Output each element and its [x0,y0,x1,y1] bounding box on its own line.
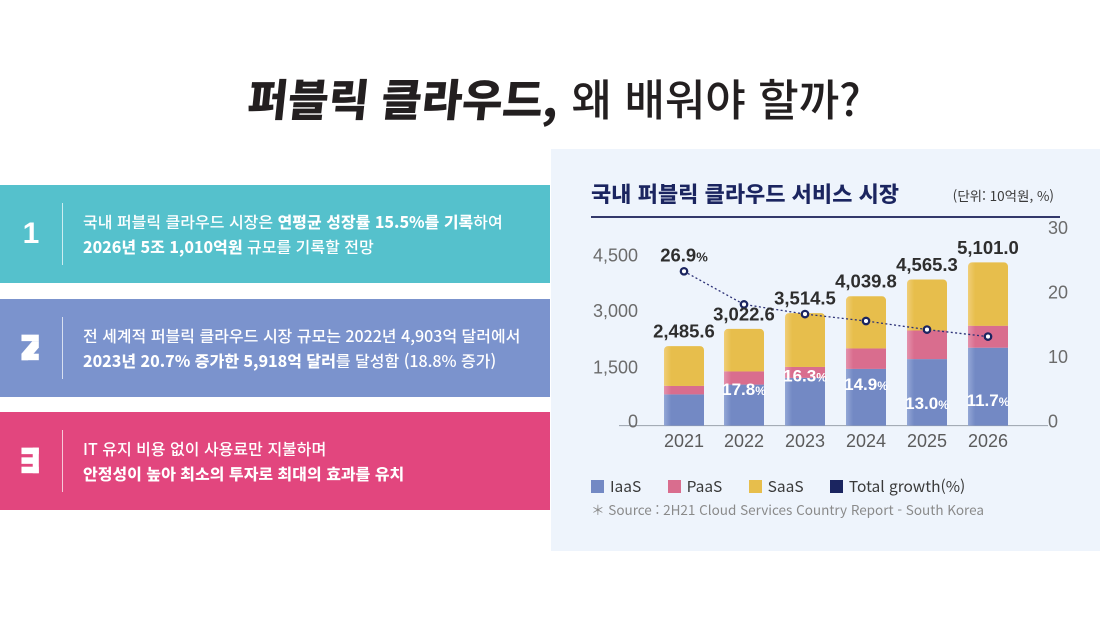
svg-text:2,485.6: 2,485.6 [653,321,715,342]
svg-text:30: 30 [1048,218,1068,238]
svg-text:3,022.6: 3,022.6 [713,303,775,324]
svg-text:2024: 2024 [846,431,886,451]
svg-text:26.9%: 26.9% [660,245,708,266]
svg-text:2021: 2021 [664,431,704,451]
svg-text:4,039.8: 4,039.8 [835,271,897,292]
svg-text:2025: 2025 [907,431,947,451]
svg-text:5,101.0: 5,101.0 [957,237,1019,258]
svg-text:4,565.3: 4,565.3 [896,254,958,275]
svg-text:4,500: 4,500 [593,246,638,266]
svg-text:3,000: 3,000 [593,301,638,321]
svg-text:10: 10 [1048,347,1068,367]
svg-text:1,500: 1,500 [593,358,638,378]
svg-text:20: 20 [1048,283,1068,303]
svg-text:0: 0 [1048,412,1058,432]
svg-text:2022: 2022 [724,431,764,451]
svg-text:2023: 2023 [785,431,825,451]
svg-text:3,514.5: 3,514.5 [774,288,836,309]
svg-text:2026: 2026 [968,431,1008,451]
svg-text:0: 0 [628,412,638,432]
